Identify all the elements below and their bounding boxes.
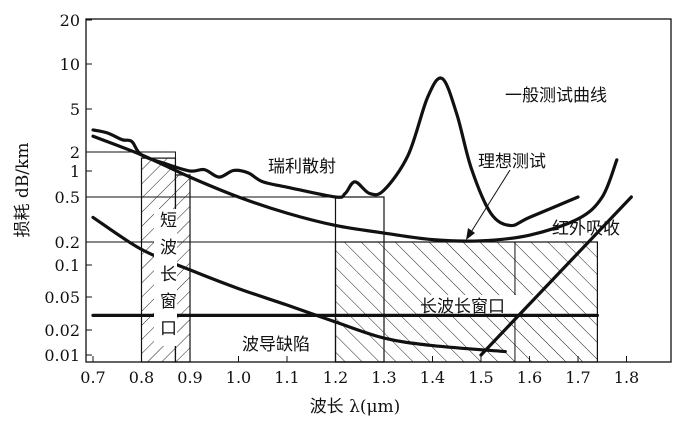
y-tick-label: 0.5 (55, 188, 80, 207)
y-tick-label: 0.05 (44, 288, 80, 307)
x-tick-label: 1.8 (614, 368, 639, 387)
label-ideal: 理想测试 (478, 152, 546, 172)
y-tick-label: 1 (70, 162, 80, 181)
label-short-window: 短波长窗口 (154, 209, 177, 346)
x-tick-label: 1.5 (468, 368, 493, 387)
x-axis-label: 波长 λ(μm) (310, 397, 401, 417)
label-infrared: 红外吸收 (552, 219, 620, 239)
x-tick-label: 0.7 (80, 368, 105, 387)
y-tick-label: 2 (70, 143, 80, 162)
y-tick-label: 0.2 (55, 233, 80, 252)
y-tick-label: 0.02 (44, 321, 80, 340)
y-tick-label: 0.1 (55, 256, 80, 275)
x-tick-label: 1.7 (565, 368, 590, 387)
x-tick-label: 1.0 (226, 368, 251, 387)
label-waveguide: 波导缺陷 (242, 335, 310, 355)
y-tick-label: 5 (70, 100, 80, 119)
x-tick-label: 0.9 (177, 368, 202, 387)
label-general: 一般测试曲线 (505, 86, 607, 106)
series-line-4 (479, 195, 633, 357)
y-tick-label: 20 (60, 11, 80, 30)
x-tick-label: 1.1 (274, 368, 299, 387)
x-tick-label: 0.8 (129, 368, 154, 387)
label-long-window: 长波长窗口 (420, 297, 505, 317)
plot-frame (85, 18, 672, 363)
series-line-1 (91, 134, 619, 243)
x-tick-label: 1.6 (517, 368, 542, 387)
x-tick-label: 1.3 (371, 368, 396, 387)
label-rayleigh: 瑞利散射 (268, 157, 336, 177)
y-tick-label: 10 (60, 55, 80, 74)
ideal-pointer-arrow (467, 169, 511, 238)
y-axis-label: 损耗 dB/km (13, 143, 33, 238)
label-bg (427, 295, 538, 317)
x-tick-label: 1.4 (420, 368, 445, 387)
x-tick-label: 1.2 (323, 368, 348, 387)
y-tick-label: 0.01 (44, 346, 80, 365)
arrow-head (466, 228, 475, 240)
